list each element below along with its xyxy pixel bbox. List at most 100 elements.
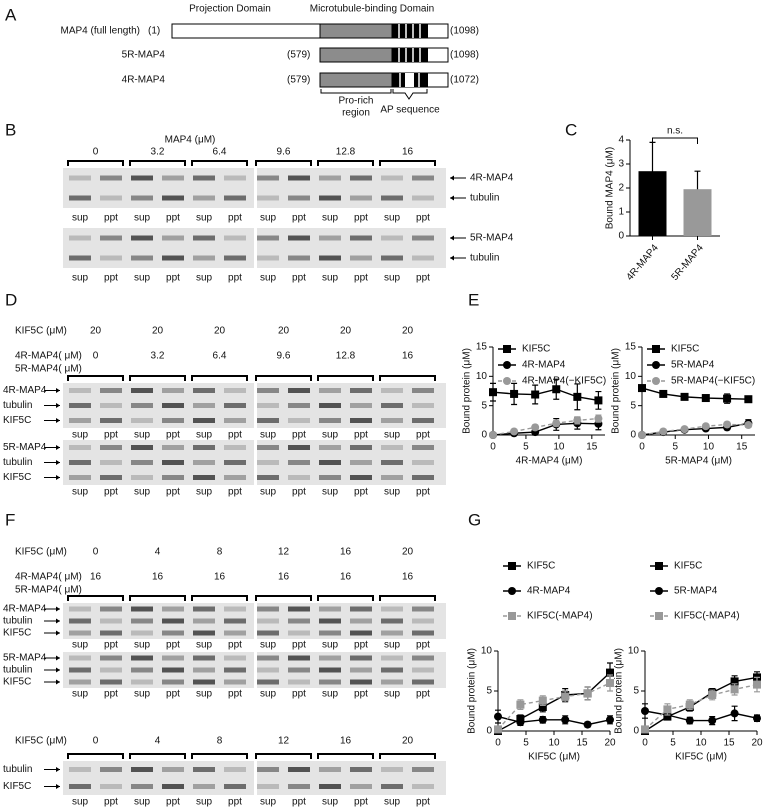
gel-band	[162, 403, 184, 408]
gel-band	[162, 667, 184, 673]
lane-label: sup	[72, 689, 89, 700]
y-tick-label: 10	[625, 371, 637, 382]
row-label: 5R-MAP4( μM)	[15, 585, 82, 596]
pair-bracket	[67, 375, 124, 381]
row-label: KIF5C (μM)	[15, 547, 67, 558]
y-tick-label: 0	[486, 726, 492, 737]
gel-band	[162, 475, 184, 480]
pair-bracket	[379, 753, 436, 759]
marker	[663, 705, 672, 714]
x-tick-label: 0	[639, 442, 645, 453]
gel-band	[288, 679, 310, 685]
x-tick-label: 5	[523, 738, 529, 749]
gel-band	[224, 630, 246, 636]
lane-label: ppt	[228, 487, 242, 498]
pair-bracket	[255, 753, 312, 759]
gel-band	[131, 403, 153, 408]
arrow-head	[450, 255, 454, 261]
condition-value: 12.8	[336, 147, 356, 158]
gel-band	[288, 655, 310, 661]
marker	[753, 714, 761, 723]
lane-label: ppt	[416, 430, 430, 441]
legend-label: 4R-MAP4	[522, 360, 566, 371]
gel-band	[193, 195, 215, 201]
gel-band	[193, 445, 215, 450]
lane-label: ppt	[166, 430, 180, 441]
band-label: tubulin	[3, 616, 32, 627]
y-tick-label: 15	[476, 342, 488, 353]
gel-band	[288, 630, 310, 636]
bar	[683, 189, 712, 236]
lane-label: ppt	[416, 689, 430, 700]
pair-bracket	[255, 595, 312, 601]
gel-band	[162, 460, 184, 465]
gel-band	[319, 195, 341, 201]
lane-label: ppt	[354, 213, 368, 224]
gel-band	[69, 175, 91, 181]
gel-band	[69, 460, 91, 465]
gel-band	[100, 667, 122, 673]
gel-band	[381, 784, 403, 789]
condition-value: 16	[340, 547, 352, 558]
gel-band	[412, 655, 434, 661]
band-label: 5R-MAP4	[470, 233, 514, 244]
lane-label: ppt	[228, 689, 242, 700]
gel-band	[288, 784, 310, 789]
x-tick-label: 20	[604, 738, 616, 749]
band-label: KIF5C	[3, 781, 31, 792]
condition-value: 12.8	[336, 351, 356, 362]
marker	[561, 692, 570, 701]
series-line	[497, 672, 611, 732]
y-tick-label: 1	[618, 207, 624, 218]
gel-band	[350, 618, 372, 624]
gel-band	[412, 445, 434, 450]
condition-value: 4	[155, 547, 161, 558]
gel-band	[412, 235, 434, 241]
gel-band	[224, 460, 246, 465]
gel-band	[350, 767, 372, 772]
gel-band	[319, 445, 341, 450]
gel-band	[131, 195, 153, 201]
band-label: 5R-MAP4	[3, 442, 47, 453]
lane-label: ppt	[292, 273, 306, 284]
x-tick-label: 0	[642, 738, 648, 749]
gel-band	[381, 195, 403, 201]
gel-band	[257, 403, 279, 408]
arrow-head	[56, 655, 60, 661]
lane-label: ppt	[104, 640, 118, 651]
gel-band	[319, 655, 341, 661]
gel-band	[350, 475, 372, 480]
y-tick-label: 5	[633, 686, 639, 697]
gel-image	[257, 168, 446, 208]
construct-start: (1)	[148, 26, 160, 37]
marker	[552, 419, 561, 428]
gel-band	[224, 418, 246, 423]
lane-label: sup	[322, 273, 339, 284]
gel-band	[319, 418, 341, 423]
construct-name: 5R-MAP4	[122, 50, 166, 61]
row-label: KIF5C (μM)	[15, 736, 67, 747]
pair-bracket	[191, 375, 248, 381]
gel-band	[162, 418, 184, 423]
lane-label: sup	[72, 797, 89, 808]
condition-value: 6.4	[213, 147, 227, 158]
arrow-head	[450, 195, 454, 201]
marker	[516, 700, 525, 709]
condition-value: 6.4	[213, 351, 227, 362]
gel-band	[350, 195, 372, 201]
gel-band	[319, 175, 341, 181]
legend-label: 5R-MAP4	[674, 586, 718, 597]
marker	[638, 431, 646, 439]
marker	[489, 388, 497, 397]
marker	[730, 709, 739, 718]
marker	[723, 420, 732, 429]
band-label: KIF5C	[3, 628, 31, 639]
significance-bracket	[652, 137, 698, 144]
gel-band	[412, 767, 434, 772]
band-label: 4R-MAP4	[470, 173, 514, 184]
legend-marker	[652, 377, 660, 385]
series-line	[644, 676, 758, 732]
lane-label: ppt	[354, 273, 368, 284]
gel-band	[257, 475, 279, 480]
